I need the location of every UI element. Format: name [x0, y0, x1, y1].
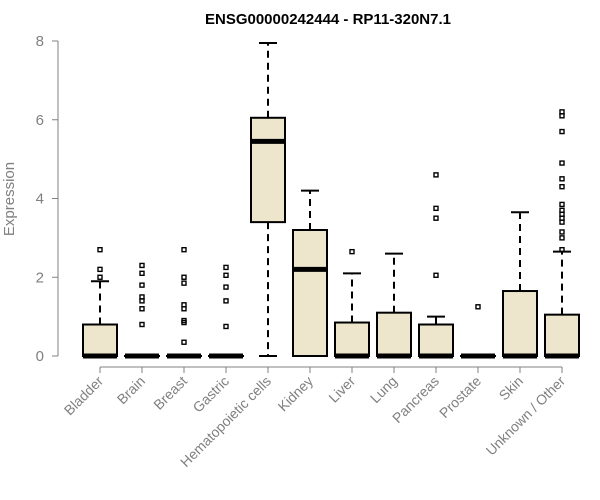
outlier-point — [559, 235, 565, 241]
outlier-point — [559, 229, 565, 235]
x-tick-label: Pancreas — [389, 373, 442, 426]
outlier-point — [433, 205, 439, 212]
y-tick-label: 2 — [36, 269, 44, 286]
y-tick-label: 6 — [36, 112, 44, 129]
outlier-point — [475, 304, 481, 310]
outlier-point — [223, 264, 229, 271]
y-axis: 0 2 4 6 8 — [36, 33, 59, 365]
outlier-point — [223, 298, 229, 304]
y-tick-label: 8 — [36, 33, 44, 50]
box — [292, 229, 328, 357]
outlier-point — [139, 262, 145, 269]
outlier-point — [97, 246, 103, 253]
box-group — [166, 246, 202, 359]
box-group — [376, 252, 412, 359]
outlier-point — [559, 128, 565, 135]
outlier-point — [181, 280, 187, 286]
y-tick-label: 4 — [36, 191, 44, 208]
x-tick-label: Brain — [114, 373, 148, 407]
outlier-point — [433, 172, 439, 178]
x-tick-label: Kidney — [275, 373, 317, 415]
outlier-point — [97, 274, 103, 280]
box — [376, 311, 412, 357]
x-tick-label: Lung — [367, 373, 400, 406]
box — [502, 290, 538, 357]
outlier-point — [349, 248, 355, 255]
box-group — [460, 304, 496, 359]
box-group — [292, 189, 328, 357]
box — [250, 116, 286, 224]
outlier-point — [559, 201, 565, 208]
x-tick-label: Liver — [325, 373, 358, 406]
outlier-point — [181, 317, 187, 324]
outlier-point — [139, 270, 145, 277]
outlier-point — [559, 176, 565, 182]
x-tick-label: Skin — [496, 373, 527, 404]
outlier-point — [433, 215, 439, 221]
x-tick-label: Breast — [150, 373, 190, 413]
outlier-point — [223, 284, 229, 290]
outlier-point — [433, 272, 439, 278]
outlier-point — [559, 246, 565, 253]
box — [334, 321, 370, 357]
box-group — [502, 211, 538, 359]
chart-title: ENSG00000242444 - RP11-320N7.1 — [205, 11, 451, 28]
outlier-point — [139, 306, 145, 312]
x-tick-label: Bladder — [61, 373, 107, 419]
box-group — [544, 109, 580, 359]
outlier-point — [559, 183, 565, 190]
x-tick-label: Prostate — [436, 373, 484, 421]
y-axis-label: Expression — [1, 162, 18, 236]
box-group — [250, 41, 286, 357]
outlier-point — [559, 207, 565, 214]
box-group — [334, 248, 370, 359]
outlier-point — [181, 246, 187, 253]
plot-area — [82, 41, 580, 359]
outlier-point — [139, 294, 145, 300]
box — [544, 313, 580, 357]
box — [82, 323, 118, 357]
y-tick-label: 0 — [36, 348, 44, 365]
outlier-point — [223, 323, 229, 330]
outlier-point — [97, 266, 103, 273]
box-group — [124, 262, 160, 359]
box — [418, 323, 454, 357]
outlier-point — [223, 272, 229, 278]
box-group — [82, 246, 118, 359]
outlier-point — [181, 274, 187, 280]
box-group — [208, 264, 244, 359]
outlier-point — [139, 321, 145, 328]
x-tick-label: Unknown / Other — [483, 373, 569, 459]
outlier-point — [559, 160, 565, 166]
box-group — [418, 172, 454, 359]
outlier-point — [559, 109, 565, 115]
outlier-point — [139, 282, 145, 288]
outlier-point — [181, 302, 187, 308]
outlier-point — [181, 339, 187, 345]
